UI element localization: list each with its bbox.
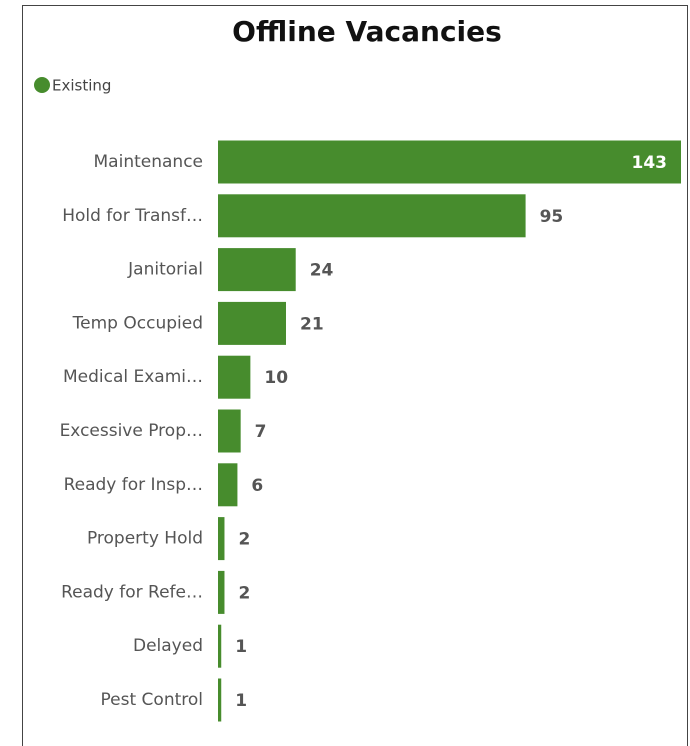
data-label: 10: [264, 368, 288, 388]
legend-label: Existing: [52, 77, 111, 95]
bar: [218, 140, 681, 184]
legend-marker: [34, 77, 50, 93]
data-label: 143: [632, 153, 668, 173]
bar: [218, 570, 225, 614]
y-tick-label: Ready for Insp…: [64, 475, 203, 495]
bar: [218, 624, 222, 668]
chart-title: Offline Vacancies: [232, 15, 502, 48]
bar: [218, 463, 238, 507]
y-tick-label: Pest Control: [101, 690, 203, 710]
bar: [218, 194, 526, 238]
y-tick-label: Property Hold: [87, 529, 203, 549]
data-label: 1: [235, 691, 247, 711]
frame: [22, 5, 688, 746]
data-label: 1: [235, 637, 247, 657]
bar: [218, 517, 225, 561]
data-label: 2: [238, 583, 250, 603]
y-tick-label: Maintenance: [94, 152, 203, 172]
data-label: 24: [310, 261, 334, 281]
bar: [218, 301, 286, 345]
bar: [218, 355, 251, 399]
bar: [218, 248, 296, 292]
bar: [218, 409, 241, 453]
data-label: 21: [300, 314, 324, 334]
data-label: 2: [238, 530, 250, 550]
y-tick-label: Delayed: [133, 636, 203, 656]
y-tick-label: Janitorial: [127, 260, 203, 280]
bar: [218, 678, 222, 722]
y-tick-label: Excessive Prop…: [60, 421, 203, 441]
data-label: 7: [255, 422, 267, 442]
y-tick-label: Temp Occupied: [72, 313, 203, 333]
data-label: 6: [251, 476, 263, 496]
y-tick-label: Hold for Transf…: [62, 206, 203, 226]
data-label: 95: [540, 207, 564, 227]
y-tick-label: Ready for Refe…: [61, 582, 203, 602]
y-tick-label: Medical Exami…: [63, 367, 203, 387]
